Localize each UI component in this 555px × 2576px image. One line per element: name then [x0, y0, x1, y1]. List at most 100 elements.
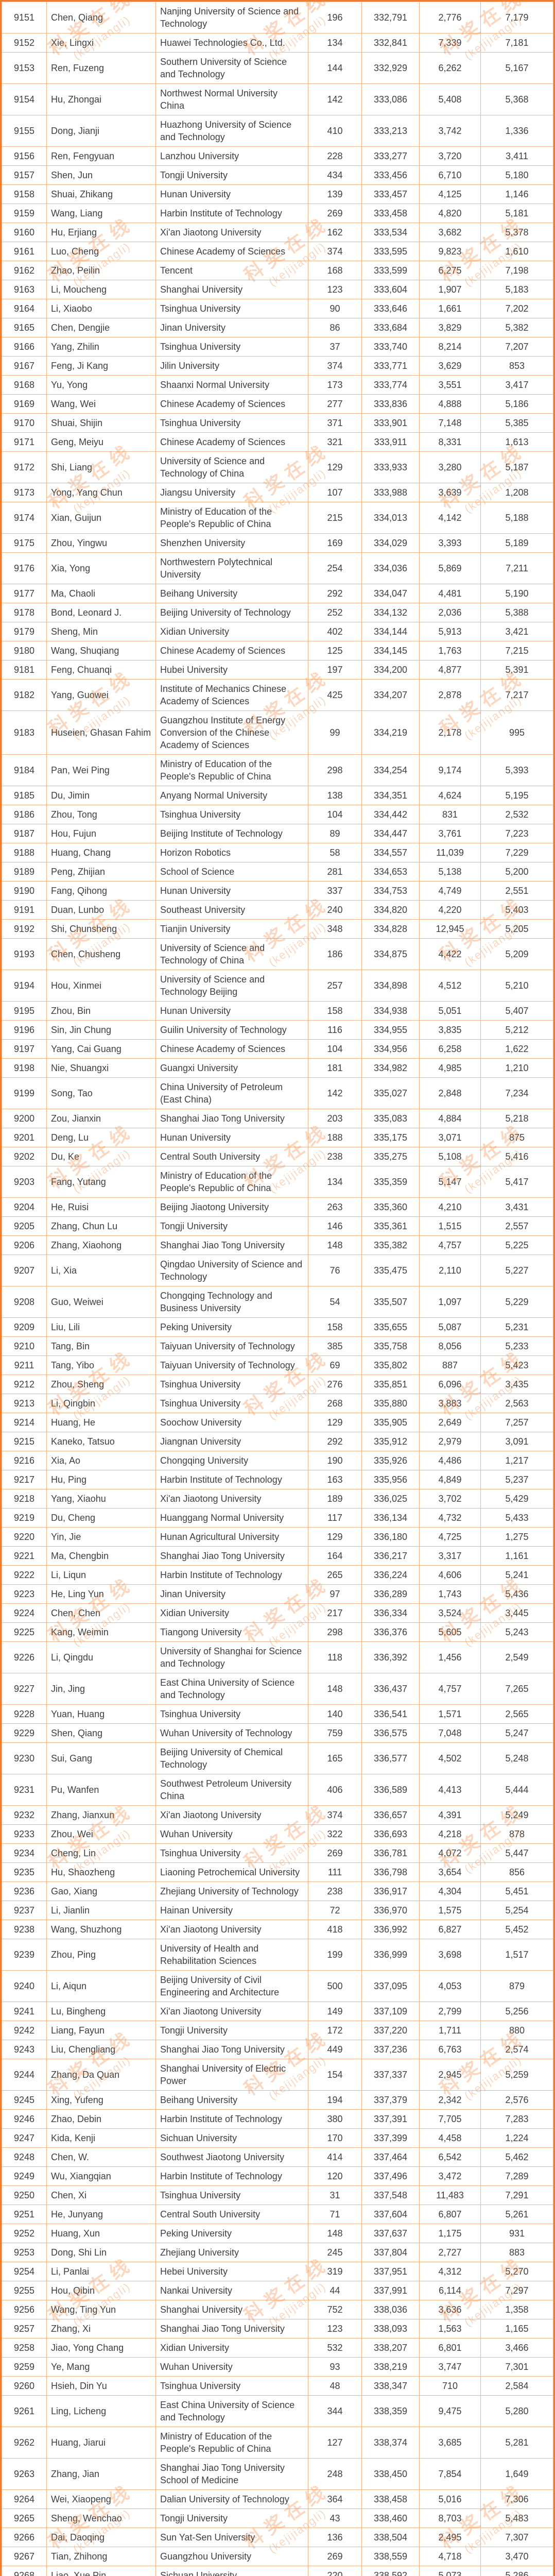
cell-metric-2: 335,359: [361, 1166, 420, 1198]
cell-metric-3: 3,639: [419, 483, 481, 502]
table-row: 9262 Huang, Jiarui Ministry of Education o…: [2, 2427, 553, 2459]
cell-name: Wang, Wei: [46, 394, 156, 414]
cell-institution: Chongqing University: [155, 1451, 308, 1470]
cell-metric-1: 380: [308, 2109, 362, 2129]
cell-name: Huang, Chang: [46, 843, 156, 862]
cell-metric-1: 154: [308, 2059, 362, 2091]
table-row: 9216 Xia, Ao Chongqing University 190 335,92…: [2, 1451, 553, 1470]
cell-metric-4: 2,549: [480, 1641, 553, 1673]
cell-rank: 9191: [2, 900, 47, 920]
cell-metric-2: 333,458: [361, 204, 420, 223]
cell-institution: Sichuan University: [155, 2566, 308, 2576]
cell-institution: Harbin Institute of Technology: [155, 1565, 308, 1585]
cell-institution: Southwest Petroleum University China: [155, 1774, 308, 1806]
cell-rank: 9265: [2, 2509, 47, 2528]
cell-metric-3: 4,422: [419, 938, 481, 970]
cell-rank: 9200: [2, 1109, 47, 1128]
cell-metric-1: 117: [308, 1508, 362, 1528]
cell-metric-1: 402: [308, 622, 362, 641]
cell-rank: 9218: [2, 1489, 47, 1509]
cell-metric-2: 337,109: [361, 2002, 420, 2021]
table-row: 9266 Dai, Daoqing Sun Yat-Sen University 13…: [2, 2528, 553, 2547]
cell-metric-4: 5,189: [480, 533, 553, 553]
cell-metric-1: 238: [308, 1882, 362, 1901]
cell-name: Li, Moucheng: [46, 280, 156, 299]
cell-metric-3: 5,913: [419, 622, 481, 641]
cell-rank: 9248: [2, 2147, 47, 2167]
cell-rank: 9260: [2, 2376, 47, 2396]
cell-institution: Ministry of Education of the People's Re…: [155, 502, 308, 534]
cell-metric-1: 54: [308, 1286, 362, 1318]
cell-metric-3: 887: [419, 1355, 481, 1375]
table-row: 9199 Song, Tao China University of Petrole…: [2, 1077, 553, 1109]
cell-metric-4: 5,205: [480, 919, 553, 939]
cell-name: Shuai, Shijin: [46, 413, 156, 433]
cell-metric-1: 129: [308, 451, 362, 483]
cell-metric-2: 336,334: [361, 1603, 420, 1623]
cell-name: Li, Xiaobo: [46, 299, 156, 318]
cell-metric-1: 140: [308, 1704, 362, 1724]
cell-metric-3: 4,210: [419, 1197, 481, 1217]
cell-metric-3: 6,710: [419, 165, 481, 185]
cell-metric-4: 7,198: [480, 261, 553, 280]
cell-metric-1: 344: [308, 2395, 362, 2427]
cell-institution: Zhejiang University: [155, 2243, 308, 2262]
cell-metric-4: 1,210: [480, 1058, 553, 1078]
cell-institution: Peking University: [155, 2224, 308, 2243]
cell-metric-4: 5,286: [480, 2566, 553, 2576]
cell-metric-1: 71: [308, 2205, 362, 2224]
cell-rank: 9221: [2, 1546, 47, 1566]
table-row: 9267 Tian, Zhihong Guangzhou University 269…: [2, 2547, 553, 2566]
cell-institution: Tsinghua University: [155, 2376, 308, 2396]
table-row: 9159 Wang, Liang Harbin Institute of Techn…: [2, 204, 553, 223]
table-row: 9211 Tang, Yibo Taiyuan University of Tech…: [2, 1355, 553, 1375]
cell-institution: Shanghai Jiao Tong University: [155, 2040, 308, 2059]
cell-institution: Beijing University of Chemical Technolog…: [155, 1742, 308, 1774]
cell-institution: Tongji University: [155, 1216, 308, 1236]
table-row: 9244 Zhang, Da Quan Shanghai University of…: [2, 2059, 553, 2091]
cell-metric-1: 43: [308, 2509, 362, 2528]
cell-institution: Xidian University: [155, 1603, 308, 1623]
cell-metric-2: 337,548: [361, 2185, 420, 2205]
cell-name: Du, Cheng: [46, 1508, 156, 1528]
cell-name: Feng, Ji Kang: [46, 356, 156, 376]
cell-institution: Guilin University of Technology: [155, 1020, 308, 1040]
cell-metric-4: 5,241: [480, 1565, 553, 1585]
cell-rank: 9175: [2, 533, 47, 553]
cell-metric-3: 4,820: [419, 204, 481, 223]
cell-name: Chen, Chen: [46, 1603, 156, 1623]
cell-institution: Beihang University: [155, 2090, 308, 2110]
cell-metric-4: 5,195: [480, 786, 553, 805]
table-row: 9203 Fang, Yutang Ministry of Education of…: [2, 1166, 553, 1198]
cell-rank: 9211: [2, 1355, 47, 1375]
cell-name: Jiao, Yong Chang: [46, 2338, 156, 2358]
cell-institution: Harbin Institute of Technology: [155, 204, 308, 223]
cell-name: Yong, Yang Chun: [46, 483, 156, 502]
cell-rank: 9162: [2, 261, 47, 280]
cell-institution: Tsinghua University: [155, 1704, 308, 1724]
cell-metric-4: 3,431: [480, 1197, 553, 1217]
cell-institution: Tiangong University: [155, 1622, 308, 1642]
cell-metric-1: 190: [308, 1451, 362, 1470]
cell-metric-2: 334,200: [361, 660, 420, 680]
table-row: 9194 Hou, Xinmei University of Science and…: [2, 970, 553, 1002]
cell-metric-4: 5,280: [480, 2395, 553, 2427]
cell-metric-4: 1,208: [480, 483, 553, 502]
cell-name: Li, Qingbin: [46, 1394, 156, 1413]
cell-metric-1: 281: [308, 862, 362, 882]
cell-metric-2: 336,657: [361, 1805, 420, 1825]
cell-metric-2: 336,224: [361, 1565, 420, 1585]
cell-rank: 9256: [2, 2300, 47, 2319]
cell-institution: Tsinghua University: [155, 1375, 308, 1394]
cell-rank: 9212: [2, 1375, 47, 1394]
cell-institution: Harbin Institute of Technology: [155, 1470, 308, 1489]
cell-metric-3: 3,317: [419, 1546, 481, 1566]
cell-metric-3: 3,883: [419, 1394, 481, 1413]
cell-institution: University of Shanghai for Science and T…: [155, 1641, 308, 1673]
cell-rank: 9238: [2, 1920, 47, 1939]
cell-metric-1: 129: [308, 1527, 362, 1547]
table-row: 9256 Wang, Ting Yun Shanghai University 752…: [2, 2300, 553, 2319]
cell-metric-4: 1,217: [480, 1451, 553, 1470]
cell-institution: East China University of Science and Tec…: [155, 2395, 308, 2427]
table-row: 9264 Wei, Xiaopeng Dalian University of Te…: [2, 2489, 553, 2509]
